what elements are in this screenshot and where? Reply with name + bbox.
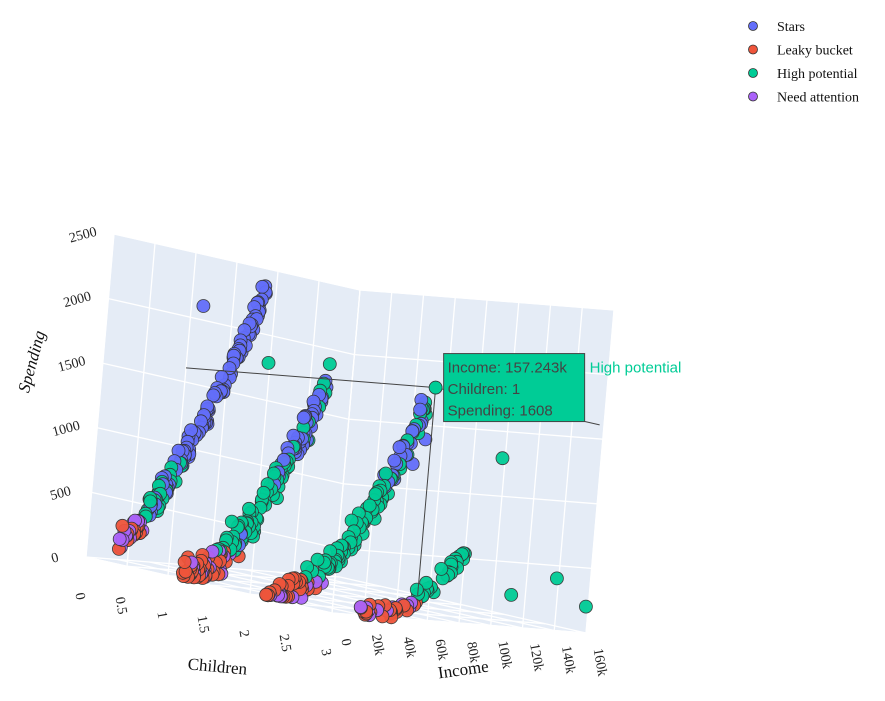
tick-label-income: 0 (337, 638, 353, 647)
data-point[interactable] (242, 501, 256, 516)
data-point[interactable] (112, 532, 127, 546)
data-point[interactable] (368, 487, 383, 502)
data-point[interactable] (255, 279, 270, 294)
legend-label: Leaky bucket (777, 44, 853, 59)
grid-line (359, 289, 615, 311)
tick-label-income: 160k (590, 647, 610, 677)
tick-label-spending: 2000 (62, 289, 93, 311)
data-point[interactable] (362, 498, 377, 513)
grid-line (426, 297, 456, 621)
tooltip-line: Children: 1 (448, 381, 521, 398)
tick-label-children: 2 (235, 629, 251, 638)
data-point[interactable] (322, 357, 337, 372)
legend-marker (748, 21, 758, 31)
data-point[interactable] (206, 388, 221, 403)
grid-line (91, 491, 338, 550)
grid-line (348, 418, 603, 440)
data-point[interactable] (259, 587, 274, 602)
tick-label-income: 120k (526, 642, 546, 672)
spike-line (185, 367, 436, 389)
grid-line (208, 261, 238, 586)
data-points[interactable] (112, 279, 593, 625)
legend-item[interactable]: High potential (748, 67, 858, 82)
grid-line (585, 309, 615, 634)
legend-label: High potential (777, 67, 858, 82)
data-point[interactable] (256, 485, 271, 500)
data-point[interactable] (409, 582, 424, 597)
grid-line (108, 297, 355, 356)
data-point[interactable] (413, 402, 428, 417)
axis-title-children: Children (187, 654, 248, 678)
tick-label-spending: 1500 (56, 354, 87, 376)
data-point[interactable] (392, 440, 407, 455)
tooltip-line: Income: 157.243k (448, 360, 568, 377)
hovered-point[interactable] (428, 380, 443, 395)
tick-label-spending: 2500 (68, 225, 99, 247)
tick-label-children: 1 (153, 610, 169, 619)
tick-label-spending: 500 (49, 484, 73, 504)
data-point[interactable] (296, 410, 311, 425)
data-point[interactable] (115, 518, 130, 533)
data-point[interactable] (266, 466, 281, 481)
grid-line (97, 427, 344, 485)
grid-line (113, 233, 361, 291)
tick-label-spending: 1000 (51, 419, 82, 441)
legend-item[interactable]: Need attention (748, 91, 860, 106)
data-point[interactable] (143, 494, 158, 509)
tick-label-income: 20k (368, 633, 386, 656)
tick-label-income: 60k (431, 638, 449, 661)
data-point[interactable] (177, 555, 192, 569)
grid-line (167, 252, 197, 576)
grid-line (290, 603, 546, 625)
data-point[interactable] (224, 514, 239, 529)
tick-label-children: 0.5 (112, 596, 130, 616)
legend-marker (748, 44, 758, 55)
tick-label-spending: 0 (50, 550, 61, 566)
data-point[interactable] (196, 299, 211, 313)
hover-tooltip: Income: 157.243k Children: 1 Spending: 160… (443, 353, 682, 423)
tick-label-children: 2.5 (276, 633, 294, 653)
data-point[interactable] (353, 600, 368, 614)
tick-label-children: 1.5 (194, 614, 212, 634)
tooltip-box (443, 353, 586, 423)
data-point[interactable] (261, 355, 276, 370)
tick-label-income: 100k (494, 640, 514, 670)
tooltip-series-label: High potential (590, 360, 682, 377)
legend[interactable]: Stars Leaky bucket High potential Need atte… (748, 20, 860, 106)
data-point[interactable] (310, 552, 325, 567)
data-point[interactable] (419, 575, 434, 590)
tick-label-income: 140k (558, 645, 578, 675)
legend-label: Stars (777, 20, 805, 35)
tick-label-income: 80k (463, 641, 481, 664)
data-point[interactable] (504, 588, 519, 602)
grid-line (126, 243, 156, 567)
data-point[interactable] (387, 453, 402, 468)
tick-label-income: 40k (400, 636, 418, 659)
data-point[interactable] (184, 423, 198, 438)
tick-label-children: 0 (71, 592, 87, 601)
grid-line (126, 565, 382, 587)
grid-line (85, 233, 115, 558)
data-point[interactable] (550, 571, 564, 586)
tick-label-children: 3 (317, 648, 333, 657)
data-point[interactable] (579, 599, 593, 614)
legend-item[interactable]: Leaky bucket (748, 44, 853, 59)
legend-item[interactable]: Stars (748, 20, 806, 35)
spike-line (417, 387, 437, 596)
legend-label: Need attention (777, 91, 859, 106)
grid-line (363, 292, 393, 616)
legend-marker (748, 68, 758, 78)
data-point[interactable] (378, 466, 393, 481)
axis-title-spending: Spending (14, 329, 49, 395)
tooltip-line: Spending: 1608 (448, 403, 553, 420)
data-point[interactable] (434, 562, 449, 576)
data-point[interactable] (495, 451, 510, 466)
legend-marker (748, 91, 758, 102)
axis-title-income: Income (437, 657, 490, 683)
